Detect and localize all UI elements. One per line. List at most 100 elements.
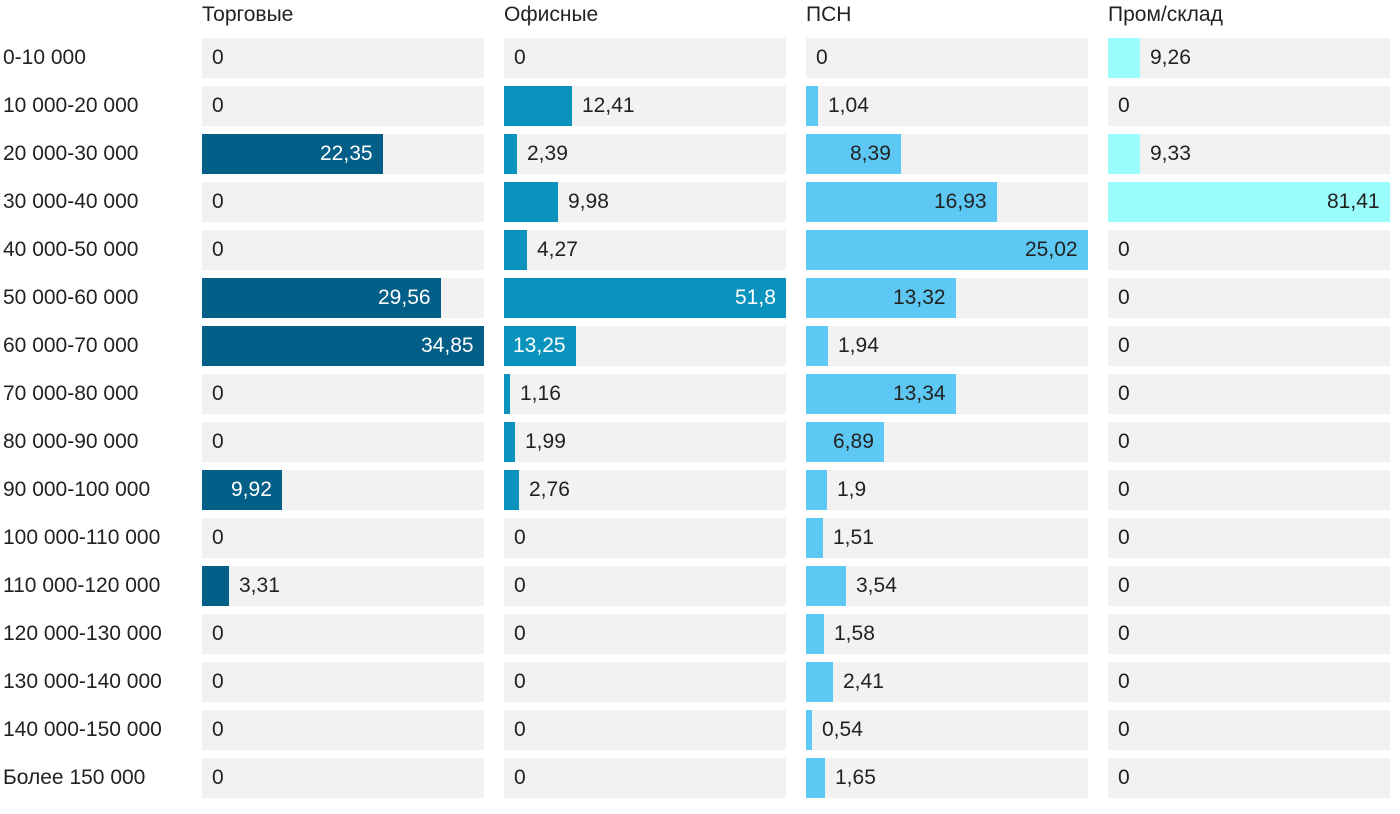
bar-track: 0: [202, 614, 484, 654]
bar-track: 1,99: [504, 422, 786, 462]
data-label: 1,65: [835, 766, 876, 789]
bar-track: 1,16: [504, 374, 786, 414]
data-label: 34,85: [421, 334, 474, 357]
data-label: 4,27: [537, 238, 578, 261]
data-label: 0: [1118, 238, 1130, 261]
data-label: 3,54: [856, 574, 897, 597]
data-label: 0: [1118, 574, 1130, 597]
bar-track: 81,41: [1108, 182, 1390, 222]
bar-track: 0: [1108, 566, 1390, 606]
bar-track: 16,93: [806, 182, 1088, 222]
data-label: 0: [1118, 718, 1130, 741]
bar-track: 9,26: [1108, 38, 1390, 78]
data-label: 2,76: [529, 478, 570, 501]
bar-офисные-2: [504, 86, 572, 126]
data-label: 29,56: [378, 286, 431, 309]
bar-псн-6: [806, 278, 956, 318]
data-label: 0: [514, 622, 526, 645]
bar-track: 0: [1108, 470, 1390, 510]
category-label: 130 000-140 000: [3, 670, 162, 693]
bar-track: 2,39: [504, 134, 786, 174]
bar-track: 29,56: [202, 278, 484, 318]
category-label: 80 000-90 000: [3, 430, 139, 453]
data-label: 0: [514, 670, 526, 693]
data-label: 9,33: [1150, 142, 1191, 165]
data-label: 0: [212, 430, 224, 453]
data-label: 9,26: [1150, 46, 1191, 69]
category-label: 100 000-110 000: [3, 526, 161, 549]
bar-track: 0: [1108, 758, 1390, 798]
bar-track: 0: [504, 758, 786, 798]
bar-псн-15: [806, 710, 812, 750]
bar-псн-13: [806, 614, 824, 654]
data-label: 9,98: [568, 190, 609, 213]
bar-псн-7: [806, 326, 828, 366]
data-label: 25,02: [1025, 238, 1078, 261]
bar-track: 0: [1108, 422, 1390, 462]
bar-офисные-8: [504, 374, 510, 414]
bar-track: 1,58: [806, 614, 1088, 654]
bar-track: 0: [202, 518, 484, 558]
bar-track: 13,32: [806, 278, 1088, 318]
data-label: 6,89: [833, 430, 874, 453]
data-label: 13,25: [513, 334, 566, 357]
data-label: 13,32: [893, 286, 946, 309]
bar-track: 0: [202, 662, 484, 702]
bar-торговые-10: [202, 470, 282, 510]
data-label: 9,92: [231, 478, 272, 501]
bar-track: 12,41: [504, 86, 786, 126]
data-label: 0: [1118, 670, 1130, 693]
data-label: 0: [1118, 94, 1130, 117]
bar-track: 22,35: [202, 134, 484, 174]
bar-track: 0: [202, 182, 484, 222]
bar-track: 0: [504, 38, 786, 78]
data-label: 1,51: [833, 526, 874, 549]
bar-track: 0: [202, 758, 484, 798]
bar-track: 0: [202, 374, 484, 414]
bar-track: 8,39: [806, 134, 1088, 174]
bar-track: 0: [1108, 662, 1390, 702]
data-label: 0: [514, 718, 526, 741]
bar-track: 0: [202, 230, 484, 270]
data-label: 0: [514, 526, 526, 549]
bar-псн-10: [806, 470, 827, 510]
bar-track: 13,34: [806, 374, 1088, 414]
data-label: 0: [514, 46, 526, 69]
bar-track: 0: [1108, 518, 1390, 558]
data-label: 0: [212, 238, 224, 261]
data-label: 0: [1118, 766, 1130, 789]
data-label: 0: [1118, 334, 1130, 357]
category-label: 50 000-60 000: [3, 286, 139, 309]
bar-track: 0: [1108, 614, 1390, 654]
bar-track: 13,25: [504, 326, 786, 366]
bar-track: 0: [1108, 374, 1390, 414]
data-label: 0: [212, 190, 224, 213]
category-label: 40 000-50 000: [3, 238, 139, 261]
data-label: 51,8: [735, 286, 776, 309]
bar-торговые-12: [202, 566, 229, 606]
bar-офисные-7: [504, 326, 576, 366]
bar-псн-16: [806, 758, 825, 798]
bar-track: 3,54: [806, 566, 1088, 606]
bar-track: 9,92: [202, 470, 484, 510]
data-label: 0: [1118, 286, 1130, 309]
data-label: 0: [212, 526, 224, 549]
panel-title-3: ПСН: [806, 3, 852, 26]
data-label: 0: [212, 94, 224, 117]
data-label: 0: [816, 46, 828, 69]
bar-пром-склад-3: [1108, 134, 1140, 174]
bar-track: 1,51: [806, 518, 1088, 558]
bar-track: 0: [504, 662, 786, 702]
bar-track: 9,98: [504, 182, 786, 222]
category-label: 90 000-100 000: [3, 478, 151, 501]
category-label: 10 000-20 000: [3, 94, 139, 117]
bar-track: 0: [806, 38, 1088, 78]
data-label: 1,58: [834, 622, 875, 645]
bar-псн-14: [806, 662, 833, 702]
bar-track: 1,9: [806, 470, 1088, 510]
bar-track: 3,31: [202, 566, 484, 606]
category-label: 0-10 000: [3, 46, 86, 69]
category-label: 140 000-150 000: [3, 718, 162, 741]
bar-псн-2: [806, 86, 818, 126]
bar-track: 0,54: [806, 710, 1088, 750]
